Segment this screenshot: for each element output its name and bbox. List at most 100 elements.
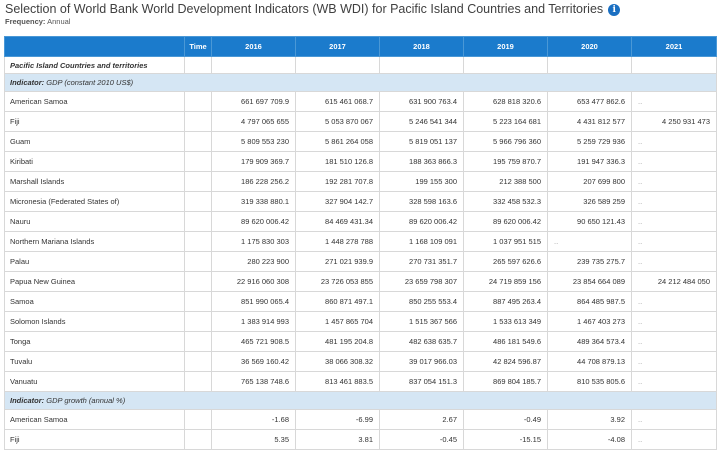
year-header[interactable]: 2017	[295, 36, 380, 57]
value-cell: 181 510 126.8	[295, 151, 380, 172]
value-cell: ..	[547, 231, 632, 252]
value-cell: 89 620 006.42	[211, 211, 296, 232]
indicator-row: Indicator: GDP (constant 2010 US$)	[4, 73, 717, 92]
info-icon[interactable]: i	[608, 4, 621, 16]
country-name-cell: Palau	[4, 251, 185, 272]
indicator-prefix: Indicator:	[10, 78, 45, 87]
value-cell: 188 363 866.3	[379, 151, 464, 172]
table-row: Northern Mariana Islands 1 175 830 303 1 4…	[4, 231, 717, 252]
table-row: Micronesia (Federated States of) 319 338 …	[4, 191, 717, 212]
value-cell: ..	[631, 191, 717, 212]
value-cell: 1 037 951 515	[463, 231, 548, 252]
table-row: Fiji 4 797 065 655 5 053 870 067 5 246 541 …	[4, 111, 717, 132]
value-cell: 271 021 939.9	[295, 251, 380, 272]
time-cell	[184, 211, 212, 232]
value-cell: 465 721 908.5	[211, 331, 296, 352]
value-cell: 22 916 060 308	[211, 271, 296, 292]
time-cell	[184, 131, 212, 152]
value-cell: 615 461 068.7	[295, 91, 380, 112]
value-cell: 24 719 859 156	[463, 271, 548, 292]
time-cell	[184, 409, 212, 430]
corner-header-cell	[4, 36, 185, 57]
time-cell	[184, 429, 212, 450]
value-cell: -0.49	[463, 409, 548, 430]
value-cell: 5.35	[211, 429, 296, 450]
value-cell: 24 212 484 050	[631, 271, 717, 292]
value-cell: 5 966 796 360	[463, 131, 548, 152]
table-row: Fiji 5.35 3.81 -0.45 -15.15 -4.08..	[4, 429, 717, 450]
value-cell: ..	[631, 231, 717, 252]
time-header[interactable]: Time	[184, 36, 212, 57]
value-cell: 481 195 204.8	[295, 331, 380, 352]
page-header: Selection of World Bank World Developmen…	[0, 0, 720, 34]
value-cell: 207 699 800	[547, 171, 632, 192]
year-header[interactable]: 2016	[211, 36, 296, 57]
value-cell: 5 223 164 681	[463, 111, 548, 132]
value-cell: 869 804 185.7	[463, 371, 548, 392]
value-cell: ..	[631, 429, 717, 450]
value-cell: 192 281 707.8	[295, 171, 380, 192]
value-cell: -0.45	[379, 429, 464, 450]
table-row: American Samoa -1.68 -6.99 2.67 -0.49 3.92..	[4, 409, 717, 430]
value-cell: 1 448 278 788	[295, 231, 380, 252]
time-cell	[184, 351, 212, 372]
time-cell	[184, 371, 212, 392]
time-cell	[184, 171, 212, 192]
value-cell: 328 598 163.6	[379, 191, 464, 212]
country-name-cell: American Samoa	[4, 409, 185, 430]
value-cell: 4 431 812 577	[547, 111, 632, 132]
value-cell: ..	[631, 131, 717, 152]
value-cell: 199 155 300	[379, 171, 464, 192]
time-cell	[184, 331, 212, 352]
table-row: Vanuatu 765 138 748.6 813 461 883.5 837 054…	[4, 371, 717, 392]
value-cell: 1 383 914 993	[211, 311, 296, 332]
country-name-cell: Solomon Islands	[4, 311, 185, 332]
table-row: Tuvalu 36 569 160.42 38 066 308.32 39 017 9…	[4, 351, 717, 372]
time-cell	[184, 231, 212, 252]
country-name-cell: Marshall Islands	[4, 171, 185, 192]
value-cell: 864 485 987.5	[547, 291, 632, 312]
value-cell: ..	[631, 151, 717, 172]
time-cell	[184, 151, 212, 172]
value-cell: ..	[631, 211, 717, 232]
value-cell: ..	[631, 311, 717, 332]
table-row: Solomon Islands 1 383 914 993 1 457 865 70…	[4, 311, 717, 332]
value-cell: 195 759 870.7	[463, 151, 548, 172]
country-name-cell: Vanuatu	[4, 371, 185, 392]
year-header[interactable]: 2018	[379, 36, 464, 57]
value-cell: 23 659 798 307	[379, 271, 464, 292]
value-cell: 179 909 369.7	[211, 151, 296, 172]
country-name-cell: American Samoa	[4, 91, 185, 112]
country-name-cell: Northern Mariana Islands	[4, 231, 185, 252]
value-cell: 3.81	[295, 429, 380, 450]
page-title: Selection of World Bank World Developmen…	[5, 2, 621, 16]
value-cell: ..	[631, 291, 717, 312]
value-cell: 326 589 259	[547, 191, 632, 212]
value-cell: 3.92	[547, 409, 632, 430]
value-cell: 44 708 879.13	[547, 351, 632, 372]
value-cell: 23 854 664 089	[547, 271, 632, 292]
value-cell: 860 871 497.1	[295, 291, 380, 312]
value-cell: 1 457 865 704	[295, 311, 380, 332]
value-cell: 4 797 065 655	[211, 111, 296, 132]
value-cell: 265 597 626.6	[463, 251, 548, 272]
value-cell: 42 824 596.87	[463, 351, 548, 372]
indicator-prefix: Indicator:	[10, 396, 45, 405]
table-row: Nauru 89 620 006.42 84 469 431.34 89 620 00…	[4, 211, 717, 232]
year-header[interactable]: 2020	[547, 36, 632, 57]
value-cell: 89 620 006.42	[379, 211, 464, 232]
value-cell: 887 495 263.4	[463, 291, 548, 312]
country-name-cell: Samoa	[4, 291, 185, 312]
value-cell: 851 990 065.4	[211, 291, 296, 312]
value-cell: 212 388 500	[463, 171, 548, 192]
value-cell: 5 053 870 067	[295, 111, 380, 132]
value-cell: 810 535 805.6	[547, 371, 632, 392]
value-cell: 486 181 549.6	[463, 331, 548, 352]
country-name-cell: Kiribati	[4, 151, 185, 172]
value-cell: 5 809 553 230	[211, 131, 296, 152]
year-header[interactable]: 2019	[463, 36, 548, 57]
year-header[interactable]: 2021	[631, 36, 717, 57]
value-cell: 813 461 883.5	[295, 371, 380, 392]
value-cell: 628 818 320.6	[463, 91, 548, 112]
table-row: American Samoa 661 697 709.9 615 461 068.7…	[4, 91, 717, 112]
